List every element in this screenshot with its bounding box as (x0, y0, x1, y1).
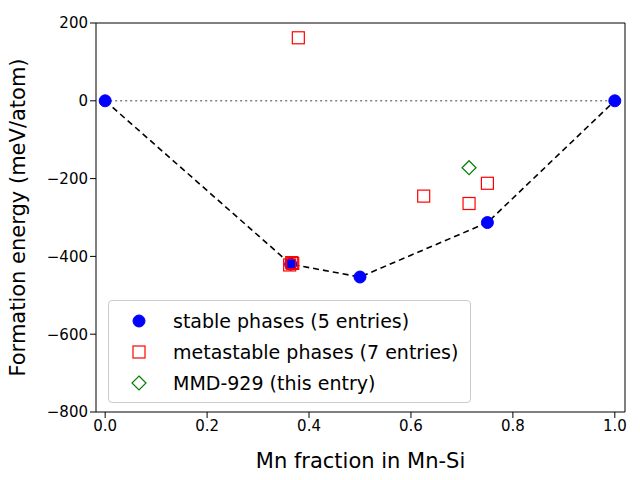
svg-text:0.2: 0.2 (195, 417, 219, 435)
svg-text:−200: −200 (47, 170, 88, 188)
html-text:stable phases (5 entries): stable phases (5 entries) (173, 309, 410, 332)
svg-text:−800: −800 (47, 403, 88, 421)
svg-text:0.0: 0.0 (93, 417, 117, 435)
svg-text:0.8: 0.8 (501, 417, 525, 435)
svg-text:200: 200 (59, 14, 88, 32)
svg-text:Mn fraction in Mn-Si: Mn fraction in Mn-Si (256, 449, 465, 473)
svg-text:Formation energy (meV/atom): Formation energy (meV/atom) (8, 58, 30, 376)
svg-text:0.4: 0.4 (297, 417, 321, 435)
svg-text:1.0: 1.0 (603, 417, 627, 435)
svg-text:−400: −400 (47, 248, 88, 266)
svg-text:−600: −600 (47, 326, 88, 344)
svg-text:0: 0 (78, 92, 88, 110)
svg-text:0.6: 0.6 (399, 417, 423, 435)
html-text:metastable phases (7 entries): metastable phases (7 entries) (173, 340, 459, 363)
html-text:MMD-929 (this entry): MMD-929 (this entry) (173, 371, 376, 394)
